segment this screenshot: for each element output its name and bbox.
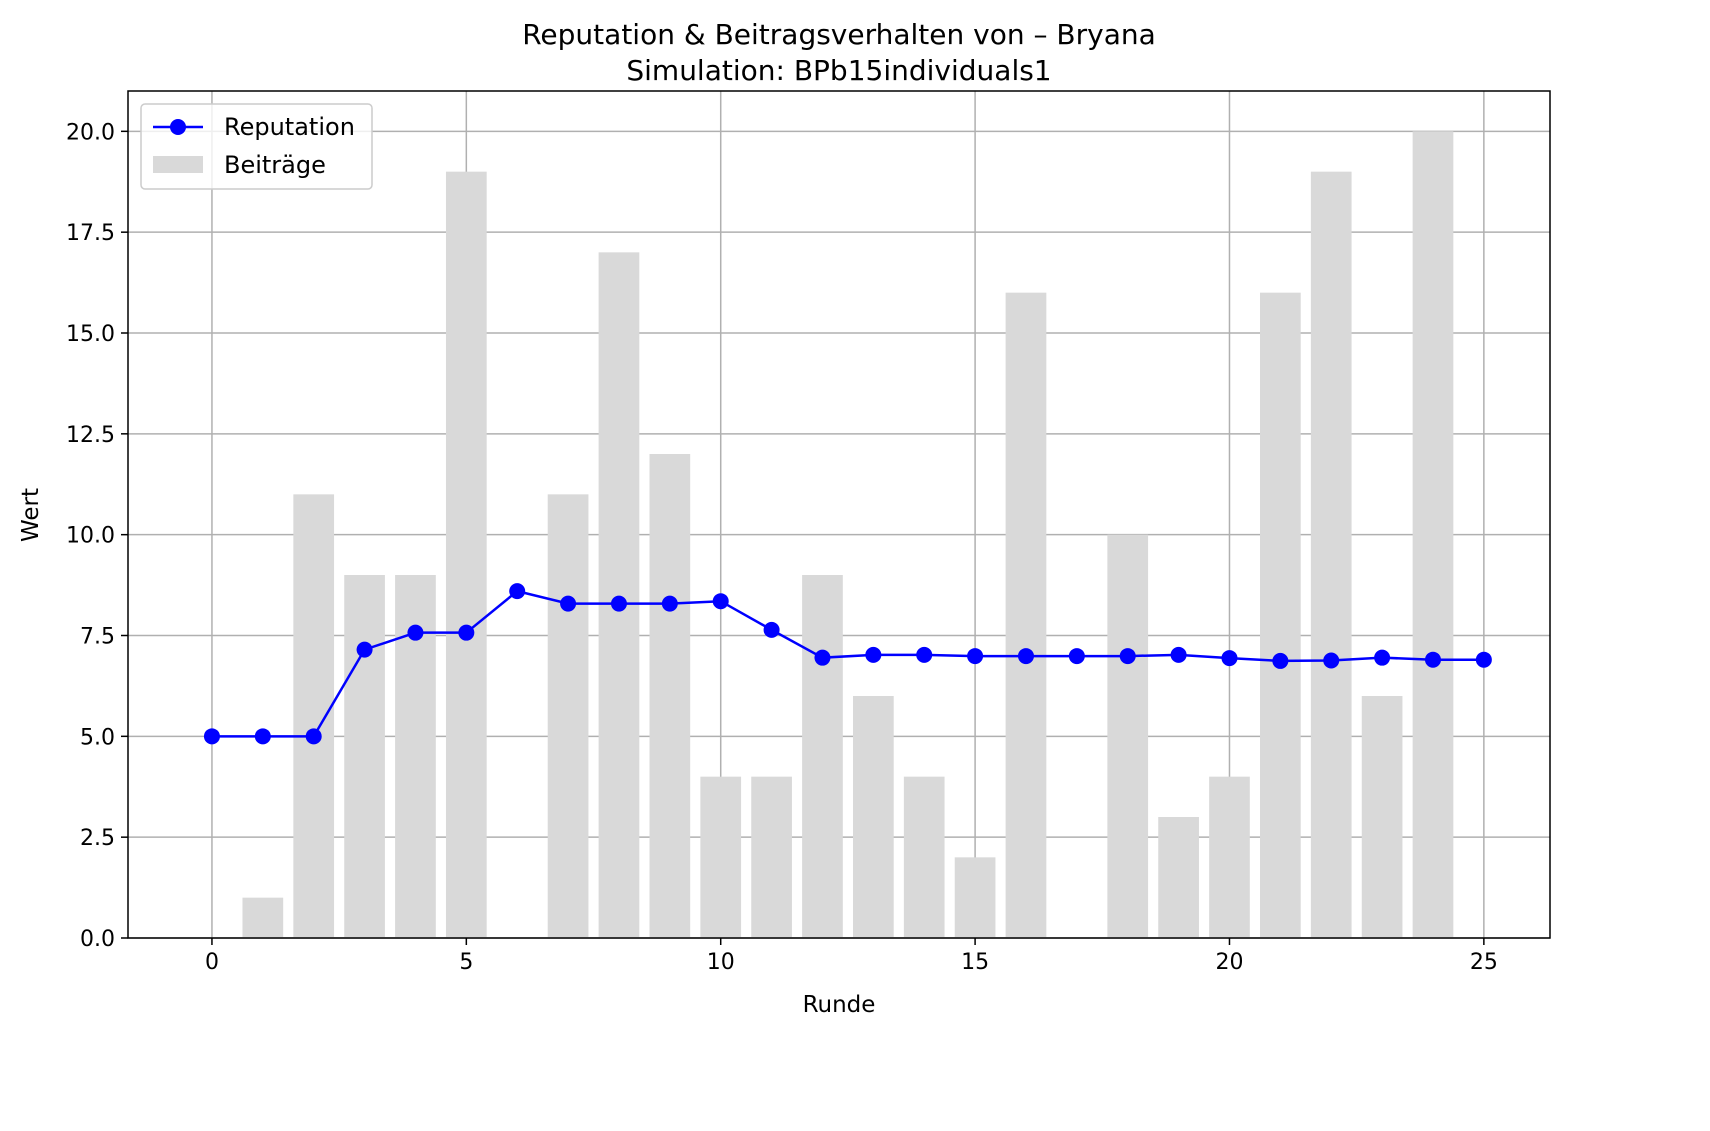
y-tick-label: 15.0 bbox=[66, 322, 115, 347]
reputation-point bbox=[1119, 648, 1136, 665]
x-tick-label: 10 bbox=[707, 950, 735, 975]
reputation-point bbox=[967, 648, 984, 665]
reputation-point bbox=[916, 646, 933, 663]
beitrag-bar bbox=[751, 776, 792, 938]
x-tick-label: 20 bbox=[1215, 950, 1243, 975]
x-tick-label: 0 bbox=[205, 950, 219, 975]
beitrag-bar bbox=[547, 494, 589, 938]
beitrag-bar bbox=[1158, 817, 1199, 938]
x-tick-label: 15 bbox=[961, 950, 989, 975]
beitrag-bar bbox=[344, 575, 385, 938]
beitrag-bar bbox=[649, 454, 691, 938]
y-tick-label: 5.0 bbox=[80, 725, 115, 750]
x-tick-label: 25 bbox=[1470, 950, 1498, 975]
legend-beitraege-swatch bbox=[153, 156, 203, 173]
chart-subtitle: Simulation: BPb15individuals1 bbox=[626, 54, 1051, 87]
reputation-point bbox=[1424, 651, 1441, 668]
y-tick-label: 0.0 bbox=[80, 927, 115, 952]
x-tick-label: 5 bbox=[459, 950, 473, 975]
reputation-point bbox=[509, 583, 526, 600]
reputation-point bbox=[1068, 648, 1085, 665]
reputation-point bbox=[1475, 651, 1492, 668]
beitrag-bar bbox=[1310, 171, 1352, 938]
beitrag-bar bbox=[954, 857, 996, 938]
beitrag-bar bbox=[1005, 292, 1047, 939]
y-axis-label: Wert bbox=[18, 488, 44, 542]
reputation-point bbox=[203, 728, 220, 745]
reputation-point bbox=[458, 624, 475, 641]
beitrag-bar bbox=[903, 776, 945, 938]
y-tick-label: 2.5 bbox=[80, 826, 115, 851]
reputation-point bbox=[1272, 652, 1289, 669]
beitrag-bar bbox=[445, 171, 487, 938]
bar-series bbox=[242, 131, 1454, 939]
legend-reputation-label: Reputation bbox=[224, 113, 355, 141]
beitrag-bar bbox=[1260, 292, 1301, 939]
beitrag-bar bbox=[1209, 776, 1250, 938]
y-axis-ticks: 0.0 2.5 5.0 7.5 10.0 12.5 15.0 17.5 20.0 bbox=[66, 120, 128, 952]
reputation-point bbox=[610, 595, 627, 612]
x-axis-label: Runde bbox=[803, 992, 876, 1018]
legend-reputation-marker bbox=[170, 119, 186, 135]
reputation-point bbox=[560, 595, 577, 612]
reputation-point bbox=[1170, 646, 1187, 663]
y-tick-label: 17.5 bbox=[66, 221, 115, 246]
legend-beitraege-label: Beiträge bbox=[224, 151, 326, 179]
beitrag-bar bbox=[852, 696, 894, 938]
x-axis-ticks: 0 5 10 15 20 25 bbox=[205, 938, 1498, 975]
reputation-point bbox=[1374, 649, 1391, 666]
y-tick-label: 20.0 bbox=[66, 120, 115, 145]
reputation-line bbox=[211, 589, 1484, 738]
plot-frame bbox=[127, 90, 1551, 939]
reputation-point bbox=[407, 624, 424, 641]
beitrag-bar bbox=[1107, 534, 1149, 938]
reputation-point bbox=[254, 728, 271, 745]
reputation-point bbox=[1323, 652, 1340, 669]
reputation-point bbox=[1221, 650, 1238, 667]
beitrag-bar bbox=[1361, 696, 1403, 938]
beitrag-bar bbox=[700, 776, 742, 938]
y-tick-label: 10.0 bbox=[66, 524, 115, 549]
reputation-point bbox=[814, 649, 831, 666]
reputation-point bbox=[1017, 648, 1034, 665]
reputation-point bbox=[865, 646, 882, 663]
chart-title: Reputation & Beitragsverhalten von – Bry… bbox=[522, 18, 1156, 51]
reputation-point bbox=[356, 641, 373, 658]
beitrag-bar bbox=[802, 575, 843, 938]
reputation-point bbox=[305, 728, 322, 745]
beitrag-bar bbox=[242, 897, 284, 938]
line-series bbox=[203, 583, 1492, 745]
beitrag-bar bbox=[1412, 131, 1454, 939]
y-tick-label: 7.5 bbox=[80, 625, 115, 650]
legend: Reputation Beiträge bbox=[140, 103, 373, 190]
y-tick-label: 12.5 bbox=[66, 423, 115, 448]
reputation-point bbox=[661, 595, 678, 612]
beitrag-bar bbox=[293, 494, 335, 938]
beitrag-bar bbox=[598, 252, 640, 939]
reputation-point bbox=[763, 621, 780, 638]
reputation-point bbox=[712, 593, 729, 610]
